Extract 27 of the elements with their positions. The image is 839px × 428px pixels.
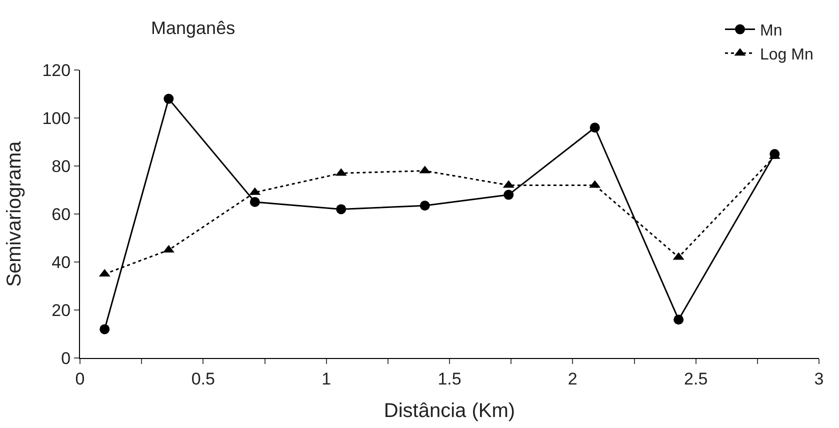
x-tick-label: 1.5 xyxy=(438,369,462,388)
legend-label: Log Mn xyxy=(760,46,814,64)
y-tick-label: 60 xyxy=(52,204,71,224)
point xyxy=(336,204,346,214)
x-tick-label: 3 xyxy=(814,369,824,388)
y-tick-label: 120 xyxy=(42,60,71,80)
y-tick-label: 100 xyxy=(42,108,71,128)
y-tick-label: 80 xyxy=(52,156,71,176)
x-axis-title: Distância (Km) xyxy=(384,400,516,422)
x-tick-label: 2 xyxy=(568,369,578,388)
point xyxy=(590,122,600,133)
chart-title: Manganês xyxy=(151,18,236,38)
x-tick-label: 2.5 xyxy=(684,369,708,388)
point xyxy=(674,314,684,325)
point xyxy=(504,190,514,200)
point xyxy=(164,94,174,104)
point xyxy=(100,324,110,334)
y-tick-label: 40 xyxy=(52,252,71,272)
y-tick-label: 20 xyxy=(52,300,71,320)
x-tick-label: 0 xyxy=(75,369,85,388)
y-axis-title: Semivariograma xyxy=(4,140,26,287)
x-tick-label: 1 xyxy=(322,369,332,388)
legend-label: Mn xyxy=(760,22,782,40)
point xyxy=(420,200,430,211)
y-tick-label: 0 xyxy=(61,348,71,368)
point xyxy=(250,197,260,207)
x-tick-label: 0.5 xyxy=(191,369,215,388)
